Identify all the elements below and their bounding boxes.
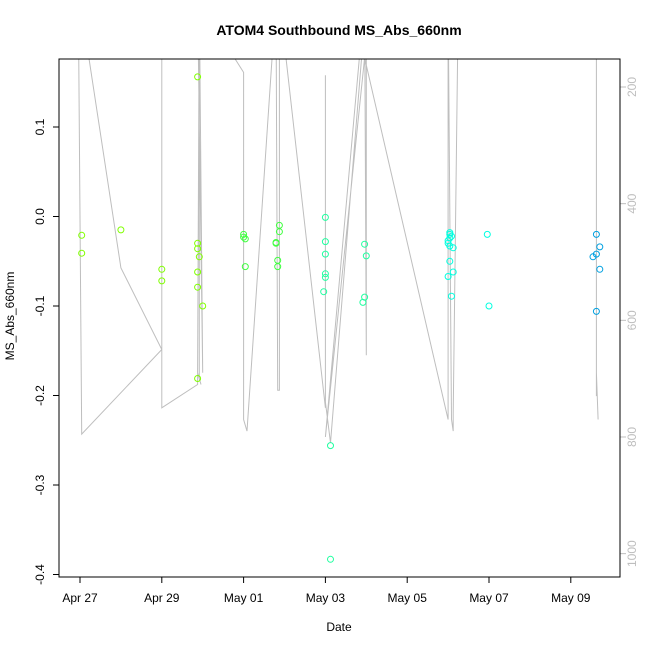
x-tick-label: May 07 bbox=[469, 591, 509, 605]
data-point bbox=[275, 228, 283, 236]
y-right-tick-label: 400 bbox=[625, 193, 639, 213]
y-tick-label: -0.2 bbox=[33, 385, 47, 406]
x-tick-label: May 05 bbox=[388, 591, 428, 605]
x-tick-label: Apr 29 bbox=[144, 591, 180, 605]
data-point bbox=[158, 277, 166, 285]
x-tick-label: May 03 bbox=[306, 591, 346, 605]
data-point bbox=[361, 240, 369, 248]
chart-title: ATOM4 Southbound MS_Abs_660nm bbox=[216, 22, 461, 38]
data-point bbox=[321, 213, 329, 221]
data-point bbox=[194, 245, 202, 253]
y-tick-label: -0.1 bbox=[33, 295, 47, 316]
data-point bbox=[483, 230, 491, 238]
data-point bbox=[592, 250, 600, 258]
y-tick-label: 0.0 bbox=[33, 208, 47, 225]
y-axis-label: MS_Abs_660nm bbox=[3, 272, 17, 361]
data-point bbox=[446, 230, 454, 238]
data-point bbox=[240, 233, 248, 241]
data-point bbox=[117, 226, 125, 234]
data-point bbox=[194, 283, 202, 291]
data-point bbox=[321, 238, 329, 246]
depth-track bbox=[78, 59, 599, 443]
data-point bbox=[448, 292, 455, 300]
data-point bbox=[194, 73, 202, 81]
data-point bbox=[274, 263, 282, 271]
x-tick-label: May 01 bbox=[224, 591, 264, 605]
data-point bbox=[78, 231, 86, 239]
data-point bbox=[194, 375, 202, 382]
data-point bbox=[321, 270, 329, 278]
plot-frame bbox=[58, 58, 621, 578]
y-tick-label: -0.4 bbox=[33, 564, 47, 585]
data-point bbox=[444, 273, 452, 280]
data-point bbox=[240, 230, 248, 238]
y-tick-label: -0.3 bbox=[33, 474, 47, 495]
y-right-tick-label: 1000 bbox=[625, 540, 639, 567]
y-right-tick-label: 200 bbox=[625, 77, 639, 97]
y-right-tick-label: 800 bbox=[625, 427, 639, 447]
data-point bbox=[596, 265, 604, 273]
data-point bbox=[446, 257, 454, 265]
data-point bbox=[362, 252, 370, 260]
axes: Apr 27 Apr 29 May 01 May 03 May 05 May 07 May … bbox=[33, 77, 639, 605]
data-point bbox=[241, 263, 249, 271]
data-point bbox=[485, 302, 493, 310]
data-point bbox=[592, 230, 600, 238]
data-point bbox=[158, 265, 166, 273]
data-point bbox=[448, 232, 455, 240]
data-point bbox=[359, 298, 367, 306]
data-point bbox=[199, 302, 207, 310]
data-point bbox=[321, 273, 329, 281]
data-point bbox=[592, 307, 600, 315]
y-tick-label: 0.1 bbox=[33, 118, 47, 135]
data-point bbox=[195, 253, 203, 261]
data-point bbox=[449, 268, 457, 276]
data-point bbox=[327, 442, 334, 450]
data-point bbox=[241, 235, 249, 243]
data-point bbox=[321, 250, 329, 258]
x-tick-label: Apr 27 bbox=[62, 591, 98, 605]
data-points bbox=[78, 73, 604, 563]
data-point bbox=[596, 243, 604, 251]
x-axis-label: Date bbox=[326, 620, 352, 634]
data-point bbox=[194, 239, 202, 247]
data-point bbox=[194, 268, 202, 276]
data-point bbox=[449, 244, 457, 252]
data-point bbox=[272, 239, 280, 247]
depth-line bbox=[78, 59, 599, 443]
data-point bbox=[320, 288, 328, 296]
y-right-tick-label: 600 bbox=[625, 310, 639, 330]
x-tick-label: May 09 bbox=[551, 591, 591, 605]
data-point bbox=[78, 249, 86, 257]
data-point bbox=[327, 555, 334, 563]
data-point bbox=[446, 242, 454, 250]
